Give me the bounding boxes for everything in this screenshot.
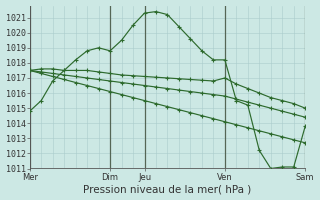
X-axis label: Pression niveau de la mer( hPa ): Pression niveau de la mer( hPa ): [83, 184, 252, 194]
